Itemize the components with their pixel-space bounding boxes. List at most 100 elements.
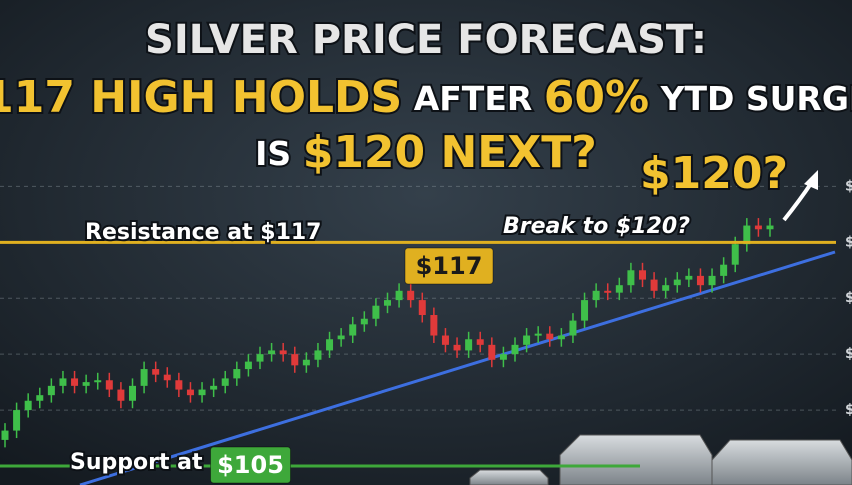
title-line: IS $120 NEXT? <box>255 127 597 178</box>
candle-body <box>129 385 136 401</box>
y-tick-label: $ <box>845 290 852 306</box>
title-segment: IS <box>255 134 303 173</box>
candle-body <box>1 430 9 440</box>
title-segment: $117 HIGH HOLDS <box>0 72 402 123</box>
candle-body <box>696 275 704 286</box>
title-segment: AFTER <box>402 79 544 118</box>
level-badge: $105 <box>217 451 284 479</box>
candle-body <box>499 354 507 360</box>
candle-body <box>534 333 542 336</box>
candle-body <box>268 350 276 355</box>
candle-body <box>163 374 171 381</box>
title-segment: 60% <box>544 72 649 123</box>
candle-body <box>465 339 473 351</box>
candle-body <box>59 378 67 386</box>
candle-body <box>221 378 229 386</box>
candle-body <box>186 389 194 396</box>
candle-body <box>82 382 90 386</box>
candle-body <box>615 285 623 293</box>
candle-body <box>627 270 635 286</box>
candle-body <box>349 324 357 336</box>
title-segment: YTD SURGE – <box>649 79 852 118</box>
candle-body <box>523 335 531 345</box>
title-line: SILVER PRICE FORECAST: <box>145 17 707 63</box>
y-tick-label: $ <box>845 178 852 194</box>
target-label: $120? <box>640 148 788 199</box>
candle-body <box>244 361 252 370</box>
candle-body <box>662 285 670 291</box>
candle-body <box>395 290 403 301</box>
level-label: Resistance at $117 <box>85 220 322 245</box>
candle-body <box>198 389 206 396</box>
target-note: Break to $120? <box>503 214 690 239</box>
candle-body <box>453 344 461 351</box>
trend-line <box>79 250 836 485</box>
candle-body <box>488 344 496 360</box>
candle-body <box>140 369 148 386</box>
candle-body <box>291 354 299 366</box>
candle-body <box>673 279 681 286</box>
candle-body <box>743 225 751 245</box>
candle-body <box>337 335 345 340</box>
arrow-head <box>804 170 818 190</box>
candle-body <box>24 400 32 411</box>
candle-body <box>314 350 322 360</box>
grid: $ $ $ $ $ <box>0 178 852 418</box>
candle-body <box>47 385 55 396</box>
y-tick-label: $ <box>845 402 852 418</box>
candle-body <box>279 350 287 355</box>
candle-body <box>720 264 728 276</box>
candle-body <box>302 359 310 366</box>
candle-body <box>210 385 218 390</box>
candle-body <box>754 225 762 230</box>
level-label: Support at <box>70 450 203 475</box>
silver-bars <box>469 434 852 485</box>
candle-body <box>639 270 646 280</box>
candle-body <box>430 315 438 336</box>
candle-body <box>256 354 264 362</box>
candle-body <box>546 333 554 340</box>
y-tick-label: $ <box>845 346 852 362</box>
candle-body <box>604 290 612 293</box>
candle-body <box>476 339 484 345</box>
candle-body <box>511 344 519 355</box>
candle-body <box>326 339 334 351</box>
silver-bar <box>559 434 713 485</box>
candle-body <box>581 300 589 321</box>
candle-body <box>708 275 716 286</box>
candle-body <box>71 378 79 386</box>
candle-body <box>94 380 102 383</box>
candle-body <box>36 395 44 401</box>
level-badge: $117 <box>416 252 483 280</box>
candle-body <box>569 320 577 336</box>
level-badge-box <box>210 446 292 484</box>
annotations: Resistance at $117 $117 Support at $105 Brea… <box>0 146 836 484</box>
title-segment: $120 NEXT? <box>303 127 597 178</box>
silver-bar <box>711 439 852 485</box>
candle-body <box>418 300 426 316</box>
title: SILVER PRICE FORECAST: $117 HIGH HOLDS AF… <box>0 15 852 180</box>
candle-body <box>105 380 113 390</box>
candle-body <box>13 410 21 431</box>
title-line: $117 HIGH HOLDS AFTER 60% YTD SURGE – <box>0 72 852 123</box>
candle-body <box>685 275 693 280</box>
level-badge-box <box>404 247 494 285</box>
candle-body <box>175 380 183 390</box>
candle-body <box>557 335 565 340</box>
candle-body <box>360 318 368 325</box>
candle-body <box>731 244 739 265</box>
title-segment: SILVER PRICE FORECAST: <box>145 17 707 63</box>
candle-body <box>233 369 241 379</box>
candle-body <box>441 335 449 345</box>
candle-body <box>117 389 125 401</box>
candle-body <box>592 290 600 301</box>
candle-body <box>650 279 658 291</box>
candle-body <box>372 305 380 319</box>
candle-body <box>384 300 391 306</box>
candle-body <box>152 369 160 375</box>
candle-body <box>766 225 774 230</box>
y-tick-label: $ <box>845 234 852 250</box>
silver-bar <box>469 469 549 485</box>
